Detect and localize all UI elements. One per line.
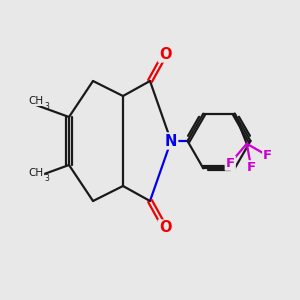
Text: O: O <box>159 220 171 236</box>
Text: F: F <box>263 149 272 162</box>
Text: 3: 3 <box>44 102 49 111</box>
Text: O: O <box>159 46 171 62</box>
Text: 3: 3 <box>44 174 49 183</box>
Text: N: N <box>165 134 177 148</box>
Text: CH: CH <box>28 95 44 106</box>
Text: F: F <box>247 161 256 174</box>
Text: F: F <box>226 157 235 170</box>
Text: CH: CH <box>28 167 44 178</box>
